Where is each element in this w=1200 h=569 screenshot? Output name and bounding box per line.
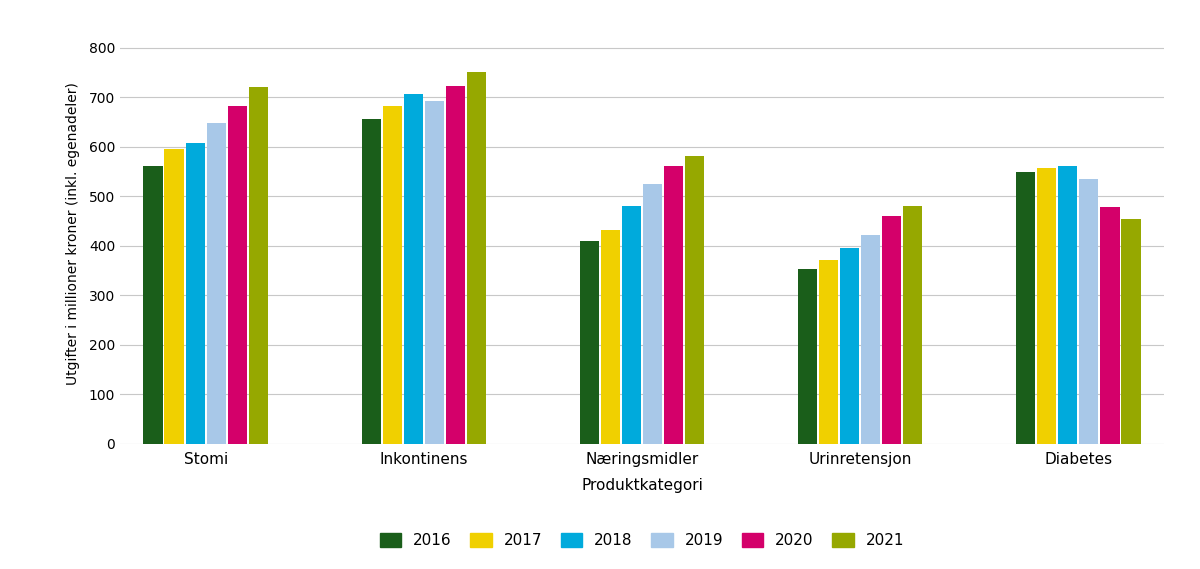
Bar xyxy=(622,206,641,444)
Bar xyxy=(818,259,839,444)
Bar xyxy=(904,206,923,444)
Bar xyxy=(860,235,881,444)
Bar xyxy=(1121,220,1140,444)
Bar xyxy=(840,248,859,444)
Y-axis label: Utgifter i millioner kroner (inkl. egenadeler): Utgifter i millioner kroner (inkl. egena… xyxy=(66,82,80,385)
Bar xyxy=(403,93,424,444)
Bar xyxy=(580,241,599,444)
Bar xyxy=(1079,179,1098,444)
Bar xyxy=(228,106,247,444)
Bar xyxy=(361,119,380,444)
Bar xyxy=(383,106,402,444)
Bar xyxy=(467,72,486,444)
Bar xyxy=(685,155,704,444)
Bar xyxy=(1100,207,1120,444)
X-axis label: Produktkategori: Produktkategori xyxy=(581,479,703,493)
Bar xyxy=(1058,166,1078,444)
Bar xyxy=(1016,172,1036,444)
Bar xyxy=(1037,168,1056,444)
Bar xyxy=(144,166,163,444)
Bar xyxy=(643,184,662,444)
Bar xyxy=(445,86,466,444)
Bar xyxy=(164,149,184,444)
Bar xyxy=(425,101,444,444)
Bar xyxy=(248,87,268,444)
Bar xyxy=(798,270,817,444)
Legend: 2016, 2017, 2018, 2019, 2020, 2021: 2016, 2017, 2018, 2019, 2020, 2021 xyxy=(373,527,911,555)
Bar xyxy=(601,230,620,444)
Bar xyxy=(206,123,226,444)
Bar xyxy=(882,216,901,444)
Bar xyxy=(186,143,205,444)
Bar xyxy=(664,166,683,444)
